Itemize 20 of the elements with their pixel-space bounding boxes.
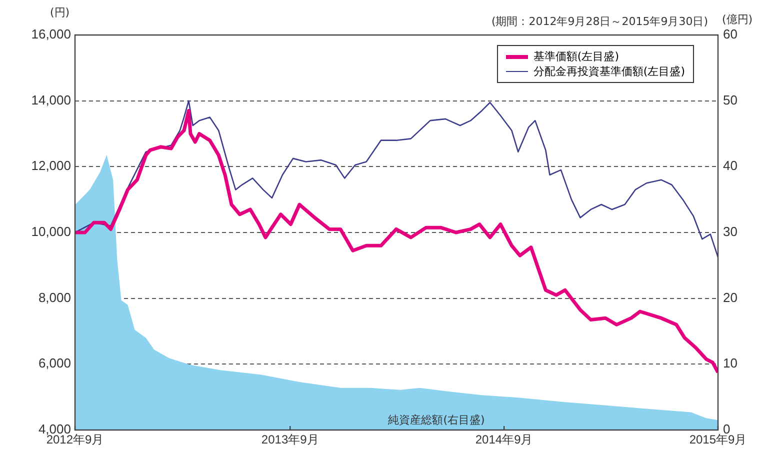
y2-tick-label: 40 — [723, 158, 738, 174]
text: (期間：2012年9月28日～2015年9月30日) — [491, 14, 708, 29]
y-tick-label: 14,000 — [31, 92, 71, 108]
y2-tick-label: 10 — [723, 356, 738, 371]
y2-axis-title: (億円) — [722, 12, 753, 27]
y-tick-label: 12,000 — [31, 158, 71, 174]
legend-label: 基準価額(左目盛) — [533, 49, 619, 64]
y2-tick-label: 50 — [723, 92, 738, 108]
legend-label: 分配金再投資基準価額(左目盛) — [533, 64, 685, 79]
y2-tick-label: 30 — [723, 224, 738, 240]
y-tick-label: 16,000 — [31, 26, 71, 42]
y2-tick-label: 20 — [723, 290, 738, 305]
x-tick-label: 2014年9月 — [475, 432, 533, 447]
y-axis-title: (円) — [50, 5, 70, 20]
y-tick-label: 10,000 — [31, 224, 71, 240]
x-tick-label: 2013年9月 — [261, 432, 319, 447]
y2-tick-label: 60 — [723, 26, 738, 42]
y-tick-label: 8,000 — [38, 290, 71, 305]
y-tick-label: 6,000 — [38, 356, 71, 371]
series-label: 純資産総額(右目盛) — [388, 413, 485, 426]
